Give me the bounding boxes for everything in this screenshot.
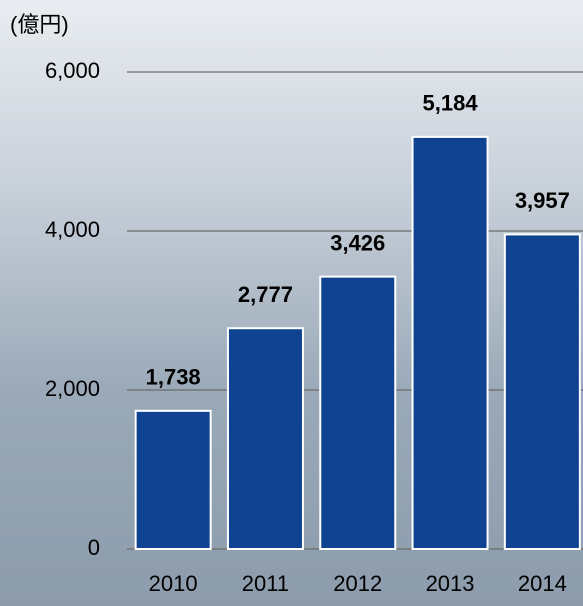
y-axis-unit: (億円) [10, 12, 69, 37]
y-tick-label: 4,000 [45, 217, 100, 242]
value-label: 1,738 [146, 365, 201, 390]
y-tick-label: 0 [88, 535, 100, 560]
x-tick-label: 2013 [426, 571, 475, 596]
x-tick-label: 2010 [149, 571, 198, 596]
value-label: 5,184 [423, 91, 479, 116]
value-label: 2,777 [238, 282, 293, 307]
x-tick-label: 2011 [242, 571, 289, 596]
value-label: 3,426 [330, 230, 385, 255]
bar [411, 135, 489, 550]
bar [503, 233, 581, 551]
x-tick-label: 2012 [333, 571, 382, 596]
x-tick-label: 2014 [518, 571, 567, 596]
bar [319, 275, 397, 550]
value-label: 3,957 [515, 188, 570, 213]
y-tick-label: 6,000 [45, 58, 100, 83]
y-tick-label: 2,000 [45, 376, 100, 401]
bar [226, 327, 304, 550]
bar [134, 409, 212, 551]
